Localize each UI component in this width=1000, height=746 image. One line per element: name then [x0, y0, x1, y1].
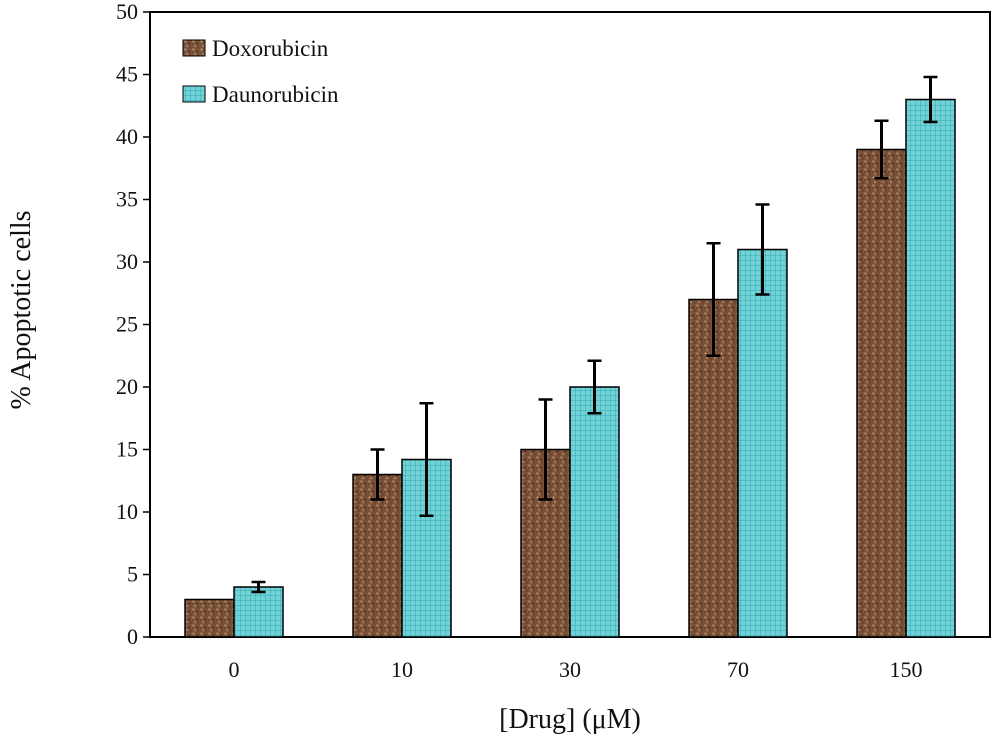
bar-doxorubicin — [352, 473, 403, 638]
y-tick-label: 10 — [116, 499, 138, 524]
y-axis-title: % Apoptotic cells — [6, 210, 37, 409]
bar-doxorubicin — [184, 598, 235, 638]
y-tick-label: 5 — [127, 562, 138, 587]
x-tick-label: 150 — [890, 657, 923, 682]
x-axis-title: [Drug] (μM) — [499, 704, 641, 735]
y-axis-ticks: 0 5 10 15 20 25 30 35 40 45 50 — [116, 0, 150, 649]
x-axis-ticks: 0 10 30 70 150 — [229, 657, 923, 682]
x-tick-label: 70 — [727, 657, 749, 682]
y-tick-label: 20 — [116, 374, 138, 399]
x-tick-label: 10 — [391, 657, 413, 682]
bar-daunorubicin — [233, 586, 284, 638]
bar-daunorubicin — [905, 98, 956, 638]
bar-daunorubicin — [569, 386, 620, 638]
y-tick-label: 25 — [116, 312, 138, 337]
legend-label-doxorubicin: Doxorubicin — [212, 36, 329, 61]
y-tick-label: 0 — [127, 624, 138, 649]
bar-daunorubicin — [737, 248, 788, 638]
y-tick-label: 45 — [116, 62, 138, 87]
legend: Doxorubicin Daunorubicin — [182, 36, 339, 107]
y-tick-label: 30 — [116, 249, 138, 274]
legend-swatch-daunorubicin — [182, 85, 206, 103]
legend-label-daunorubicin: Daunorubicin — [212, 82, 339, 107]
y-tick-label: 40 — [116, 124, 138, 149]
y-tick-label: 35 — [116, 187, 138, 212]
x-tick-label: 0 — [229, 657, 240, 682]
bar-doxorubicin — [856, 148, 907, 638]
legend-swatch-doxorubicin — [182, 39, 206, 57]
error-bars-group — [251, 75, 938, 594]
bars-group — [184, 98, 956, 638]
y-tick-label: 50 — [116, 0, 138, 24]
x-tick-label: 30 — [559, 657, 581, 682]
y-tick-label: 15 — [116, 437, 138, 462]
